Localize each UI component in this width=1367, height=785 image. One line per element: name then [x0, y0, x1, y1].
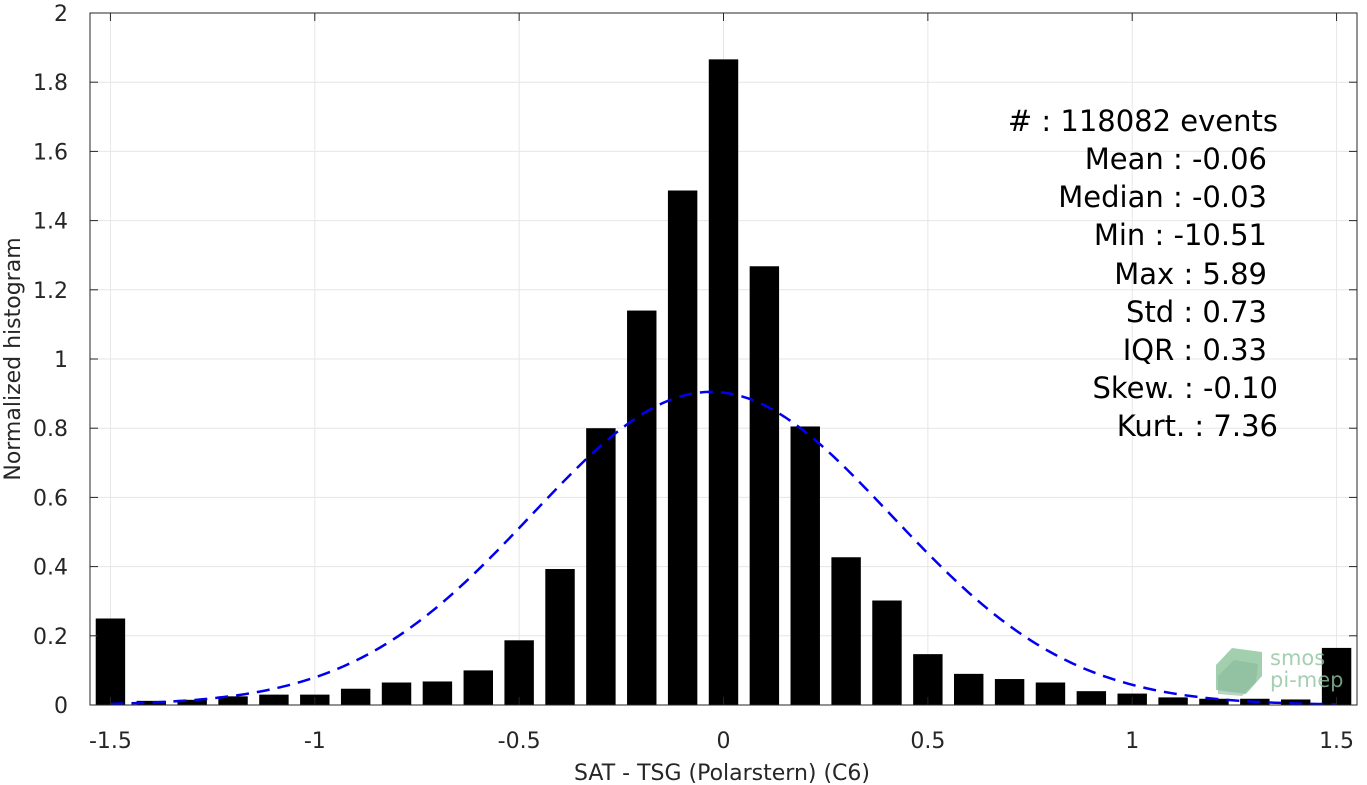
y-tick-label: 2: [54, 2, 68, 27]
y-axis-label: Normalized histogram: [1, 237, 26, 480]
histogram-bar: [504, 640, 534, 705]
x-tick-label: 0: [717, 729, 731, 754]
histogram-bar: [136, 700, 167, 705]
histogram-bar: [259, 694, 289, 705]
y-tick-label: 0.2: [33, 625, 68, 650]
histogram-bar: [1076, 691, 1107, 705]
x-tick-label: 1.5: [1319, 729, 1354, 754]
logo-wave-icon: [1216, 648, 1262, 694]
histogram-bar: [1158, 697, 1188, 705]
histogram-bar: [340, 688, 371, 705]
y-tick-label: 0.6: [33, 486, 68, 511]
stat-max: Max : 5.89: [1114, 257, 1267, 291]
histogram-bar: [749, 266, 780, 705]
histogram-bar: [667, 190, 698, 706]
histogram-bar: [994, 679, 1025, 705]
x-axis-ticks: -1.5 -1 -0.5 0 0.5 1 1.5: [89, 13, 1354, 754]
y-tick-label: 1: [54, 348, 68, 373]
y-tick-label: 1.6: [33, 140, 68, 165]
histogram-bar: [422, 681, 453, 705]
y-tick-label: 0.4: [33, 556, 68, 581]
stat-events: # : 118082 events: [1008, 104, 1278, 138]
x-tick-label: -1: [304, 729, 326, 754]
y-tick-label: 1.4: [33, 210, 68, 235]
stat-iqr: IQR : 0.33: [1123, 333, 1267, 367]
x-axis-label: SAT - TSG (Polarstern) (C6): [574, 761, 870, 785]
y-tick-label: 1.2: [33, 279, 68, 304]
histogram-bar: [95, 618, 126, 705]
stat-min: Min : -10.51: [1094, 218, 1267, 252]
smos-pimep-logo: smos pi-mep: [1216, 646, 1343, 696]
histogram-bar: [627, 310, 657, 705]
statistics-annotations: # : 118082 events Mean : -0.06 Median : …: [1008, 104, 1278, 443]
y-tick-label: 1.8: [33, 71, 68, 96]
histogram-bar: [790, 426, 820, 705]
y-axis-ticks: 0 0.2 0.4 0.6 0.8 1 1.2 1.4 1.6 1.8 2: [33, 2, 1357, 719]
stat-median: Median : -0.03: [1058, 180, 1267, 214]
logo-text-smos: smos: [1270, 646, 1325, 670]
stat-skew: Skew. : -0.10: [1092, 371, 1278, 405]
histogram-bar: [831, 557, 861, 705]
x-tick-label: -0.5: [498, 729, 541, 754]
histogram-bar: [872, 600, 902, 705]
histogram-bar: [1321, 647, 1352, 705]
histogram-bar: [381, 682, 412, 705]
y-tick-label: 0: [54, 694, 68, 719]
x-tick-label: 1: [1125, 729, 1139, 754]
logo-wave-shadow-icon: [1218, 660, 1258, 696]
histogram-bar: [954, 673, 984, 705]
stat-mean: Mean : -0.06: [1085, 142, 1267, 176]
normal-fit-curve: [110, 390, 1337, 706]
histogram-bar: [177, 699, 207, 705]
stat-std: Std : 0.73: [1126, 295, 1267, 329]
histogram-bar: [463, 670, 493, 705]
x-tick-label: -1.5: [89, 729, 132, 754]
histogram-bar: [1199, 698, 1229, 705]
histogram-bar: [545, 569, 575, 705]
y-tick-label: 0.8: [33, 417, 68, 442]
logo-text-pimep: pi-mep: [1270, 668, 1343, 692]
histogram-bar: [218, 696, 248, 705]
histogram-bar: [708, 59, 739, 705]
histogram-bar: [913, 654, 943, 705]
stat-kurt: Kurt. : 7.36: [1117, 409, 1278, 443]
histogram-bar: [1035, 682, 1066, 705]
x-tick-label: 0.5: [910, 729, 945, 754]
histogram-bar: [586, 428, 616, 705]
histogram-bars: [95, 59, 1352, 706]
